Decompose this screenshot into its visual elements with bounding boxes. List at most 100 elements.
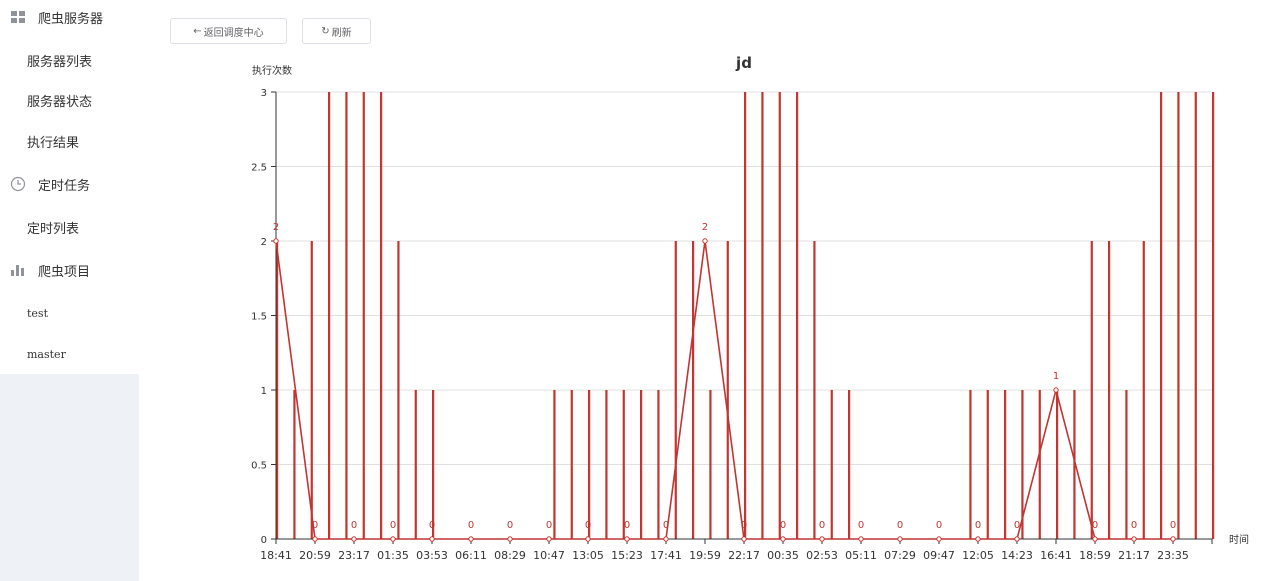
data-label: 0 xyxy=(1014,520,1020,531)
bar xyxy=(1038,390,1041,539)
line-point xyxy=(312,536,318,542)
x-tick-label: 16:41 xyxy=(1040,549,1072,562)
bar xyxy=(657,390,660,539)
menu-item-schedule-list[interactable]: 定时列表 xyxy=(0,212,166,242)
bar xyxy=(588,390,591,539)
data-label: 0 xyxy=(936,520,942,531)
y-tick-label: 2.5 xyxy=(251,163,267,174)
menu-item-label: 定时列表 xyxy=(27,221,80,237)
data-label: 0 xyxy=(780,520,786,531)
bar xyxy=(640,390,643,539)
clock-icon xyxy=(10,176,26,192)
menu-item-execution-results[interactable]: 执行结果 xyxy=(0,126,166,156)
bar xyxy=(848,390,851,539)
bar xyxy=(1160,92,1163,539)
bar xyxy=(622,390,625,539)
line-point xyxy=(780,536,786,542)
x-tick-label: 13:05 xyxy=(572,549,604,562)
menu-group-spider-projects[interactable]: 爬虫项目 xyxy=(0,255,149,285)
menu-group-label: 定时任务 xyxy=(38,178,91,194)
bar xyxy=(1056,390,1059,539)
menu-item-server-status[interactable]: 服务器状态 xyxy=(0,85,166,115)
bar xyxy=(1090,241,1093,539)
menu-group-scheduled-tasks[interactable]: 定时任务 xyxy=(0,169,149,199)
data-label: 0 xyxy=(741,520,747,531)
data-label: 0 xyxy=(351,520,357,531)
line-point xyxy=(390,536,396,542)
line-point xyxy=(936,536,942,542)
x-tick-label: 14:23 xyxy=(1001,549,1033,562)
bar xyxy=(345,92,348,539)
menu-item-label: 执行结果 xyxy=(27,135,80,151)
line-point xyxy=(624,536,630,542)
line-point xyxy=(858,536,864,542)
bar xyxy=(380,92,383,539)
bar xyxy=(692,241,695,539)
bar xyxy=(1194,92,1197,539)
line-point xyxy=(585,536,591,542)
bar xyxy=(553,390,556,539)
bar xyxy=(1212,92,1215,539)
menu-item-project-master[interactable]: master xyxy=(0,339,166,369)
bar xyxy=(1021,390,1024,539)
data-label: 0 xyxy=(1131,520,1137,531)
line-point xyxy=(819,536,825,542)
line-point xyxy=(1053,387,1059,393)
refresh-button-label: 刷新 xyxy=(331,27,352,39)
x-tick-label: 01:35 xyxy=(377,549,409,562)
x-axis-label: 时间 xyxy=(1229,533,1249,546)
back-to-dispatch-button[interactable]: ← 返回调度中心 xyxy=(170,18,287,44)
x-tick-label: 23:17 xyxy=(338,549,370,562)
x-tick-label: 07:29 xyxy=(884,549,916,562)
data-label: 0 xyxy=(819,520,825,531)
bar xyxy=(674,241,677,539)
data-label: 0 xyxy=(429,520,435,531)
x-tick-label: 03:53 xyxy=(416,549,448,562)
y-tick-label: 1.5 xyxy=(251,312,267,323)
refresh-button[interactable]: ↻ 刷新 xyxy=(302,18,371,44)
line-point xyxy=(1014,536,1020,542)
data-label: 0 xyxy=(1170,520,1176,531)
data-label: 0 xyxy=(975,520,981,531)
bar-chart-icon xyxy=(10,262,26,278)
menu-item-label: 服务器状态 xyxy=(27,94,93,110)
bar xyxy=(1004,390,1007,539)
data-label: 2 xyxy=(702,222,708,233)
chart-title: jd xyxy=(735,54,752,72)
line-point xyxy=(468,536,474,542)
bar xyxy=(362,92,365,539)
bar xyxy=(744,92,747,539)
menu-group-label: 爬虫服务器 xyxy=(38,11,104,27)
bar xyxy=(293,390,296,539)
data-label: 0 xyxy=(858,520,864,531)
bar xyxy=(726,241,729,539)
line-point xyxy=(1092,536,1098,542)
bar xyxy=(1125,390,1128,539)
x-tick-label: 22:17 xyxy=(728,549,760,562)
menu-group-label: 爬虫项目 xyxy=(38,264,91,280)
x-tick-label: 02:53 xyxy=(806,549,838,562)
menu-item-server-list[interactable]: 服务器列表 xyxy=(0,45,166,75)
menu-group-spider-servers[interactable]: 爬虫服务器 xyxy=(0,2,149,32)
data-label: 0 xyxy=(663,520,669,531)
bar xyxy=(605,390,608,539)
bar xyxy=(709,390,712,539)
bar xyxy=(310,241,313,539)
bar xyxy=(570,390,573,539)
grid-icon xyxy=(10,9,26,25)
data-label: 0 xyxy=(507,520,513,531)
bar xyxy=(1142,241,1145,539)
menu-item-project-test[interactable]: test xyxy=(0,298,166,328)
data-label: 0 xyxy=(468,520,474,531)
refresh-icon: ↻ xyxy=(321,25,330,37)
series-line xyxy=(275,240,1173,540)
bar xyxy=(986,390,989,539)
x-tick-label: 08:29 xyxy=(494,549,526,562)
y-tick-label: 3 xyxy=(261,88,267,99)
sidebar-menu: 爬虫服务器 服务器列表 服务器状态 执行结果 定时任务 定时列表 爬虫项目 te… xyxy=(0,0,139,374)
x-tick-label: 17:41 xyxy=(650,549,682,562)
x-tick-label: 19:59 xyxy=(689,549,721,562)
y-tick-label: 2 xyxy=(261,237,267,248)
data-label: 0 xyxy=(390,520,396,531)
line-point xyxy=(429,536,435,542)
